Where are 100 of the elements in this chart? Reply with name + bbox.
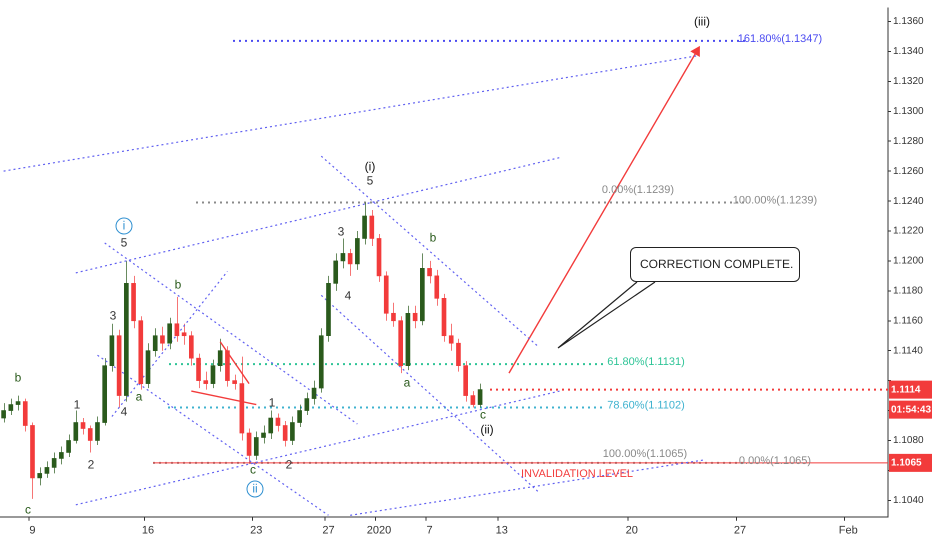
candlestick (470, 390, 476, 408)
candlestick (160, 326, 165, 352)
annotation: 5 (366, 173, 374, 188)
candlestick (66, 434, 71, 458)
annotation: b (174, 277, 182, 292)
candlestick (261, 425, 266, 444)
candlestick (276, 413, 280, 432)
annotation: b (430, 230, 437, 244)
annotation: 4 (120, 404, 128, 418)
y-tick-label: 1.1040 (893, 495, 924, 506)
annotation: ii (252, 481, 258, 496)
annotation: 4 (344, 288, 352, 302)
x-tick-label: 9 (29, 524, 36, 536)
y-tick-label: 1.1200 (893, 256, 924, 267)
y-tick-label: 1.1260 (893, 166, 924, 177)
candlestick (210, 359, 216, 389)
y-tick-label: 1.1320 (893, 76, 924, 88)
ref-line-label: 78.60%(1.1102) (607, 400, 685, 412)
candlestick (340, 238, 346, 269)
candlestick (1, 402, 6, 424)
candlestick (304, 392, 310, 416)
candlestick (290, 416, 295, 446)
candlestick (95, 416, 100, 446)
candlestick (196, 353, 201, 389)
annotation: (iii) (694, 14, 710, 28)
x-tick-label: 27 (734, 524, 746, 536)
candlestick (254, 431, 259, 460)
x-tick-label: 20 (626, 524, 638, 536)
y-tick-label: 1.1220 (893, 226, 924, 237)
annotation: (ii) (480, 422, 494, 436)
y-tick-label: 1.1340 (893, 46, 924, 58)
candlestick (434, 269, 440, 306)
annotation: c (480, 407, 486, 422)
candlestick (297, 404, 302, 428)
x-tick-label: 2020 (366, 524, 392, 536)
x-tick-label: 27 (322, 524, 335, 536)
x-tick-label: 7 (426, 524, 433, 536)
candlestick (456, 338, 461, 372)
text: CORRECTION COMPLETE. (630, 247, 800, 282)
candlestick (369, 210, 374, 246)
annotation: c (250, 462, 256, 476)
candlestick (218, 338, 223, 372)
x-tick-label: 13 (496, 524, 508, 536)
candlestick (232, 374, 237, 390)
candlestick (37, 466, 42, 486)
y-tick-label: 1.1180 (893, 286, 924, 297)
x-tick-label: Feb (838, 524, 858, 536)
candlestick (80, 418, 86, 435)
y-tick-label: 1.1160 (893, 316, 924, 327)
candlestick (59, 446, 64, 465)
ref-line-label: 1.1065 (891, 458, 922, 469)
annotation: 1 (268, 395, 276, 410)
ref-line-label: 61.80%(1.1131) (607, 356, 685, 368)
candlestick (167, 317, 172, 350)
candlestick (44, 460, 50, 478)
candlestick (312, 380, 316, 406)
candlestick (73, 410, 78, 444)
text: 01:54:43 (891, 404, 932, 416)
annotation: b (14, 370, 22, 384)
annotation: 5 (120, 235, 128, 250)
candlestick (282, 420, 288, 447)
candlestick (391, 302, 396, 328)
annotation: 2 (88, 457, 95, 472)
candlestick (362, 202, 367, 245)
candlestick (52, 452, 56, 474)
annotation: a (136, 389, 143, 404)
candlestick (88, 425, 93, 453)
y-tick-label: 1.1140 (893, 345, 924, 356)
ref-line-label: 161.80%(1.1347) (738, 32, 822, 45)
candlestick (268, 410, 274, 440)
ref-line-label: 100.00%(1.1239) (732, 194, 818, 207)
y-tick-label: 1.1280 (893, 136, 924, 147)
annotation: 100.00%(1.1065) (602, 448, 688, 460)
y-tick-label: 1.1360 (893, 16, 924, 28)
annotation: 3 (110, 308, 117, 322)
candlestick (478, 383, 482, 408)
y-tick-label: 1.1080 (893, 435, 924, 446)
candlestick (448, 323, 454, 352)
annotation: c (25, 502, 31, 516)
annotation: 1 (74, 397, 81, 412)
candlestick (412, 305, 418, 329)
candlestick (16, 395, 20, 412)
y-tick-label: 1.1240 (893, 196, 924, 207)
ref-line-label: 1.1114 (891, 384, 921, 396)
annotation: (i) (364, 159, 376, 174)
candlestick (427, 260, 432, 284)
y-tick-label: 1.1300 (893, 106, 924, 118)
candlestick (182, 323, 186, 346)
candlestick (333, 252, 338, 292)
candlestick (8, 398, 14, 416)
candlestick (174, 296, 180, 342)
candlestick (348, 248, 352, 276)
candlestick (203, 371, 208, 390)
candlestick (152, 328, 158, 358)
x-tick-label: 23 (250, 524, 262, 536)
annotation: a (404, 375, 411, 390)
x-tick-label: 16 (142, 524, 154, 536)
annotation: 3 (338, 224, 345, 238)
candlestick (188, 330, 194, 366)
annotation: i (122, 218, 126, 232)
